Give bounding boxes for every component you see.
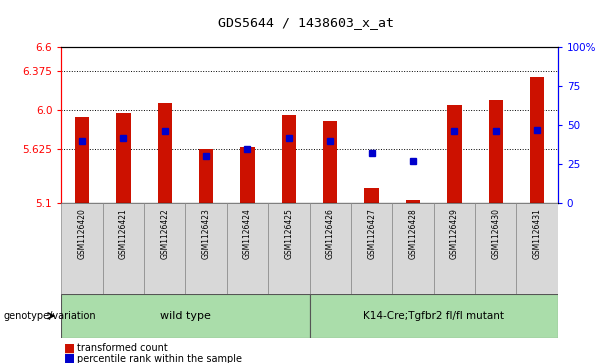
Text: GSM1126423: GSM1126423 [202,208,211,259]
Bar [158,103,172,203]
Text: GSM1126430: GSM1126430 [491,208,500,259]
Bar [351,203,392,294]
Bar [268,203,310,294]
Bar [240,147,255,203]
Text: GSM1126431: GSM1126431 [533,208,542,259]
Bar [323,121,338,203]
Bar [116,113,131,203]
Text: GSM1126424: GSM1126424 [243,208,252,259]
Text: wild type: wild type [160,311,211,321]
Bar [281,115,296,203]
Bar [310,203,351,294]
Text: percentile rank within the sample: percentile rank within the sample [77,354,242,363]
Text: GSM1126428: GSM1126428 [408,208,417,258]
Bar [489,100,503,203]
Text: genotype/variation: genotype/variation [3,311,96,321]
Text: GSM1126422: GSM1126422 [160,208,169,258]
Bar [227,203,268,294]
Text: GSM1126421: GSM1126421 [119,208,128,258]
Bar [61,294,310,338]
Text: ■: ■ [64,352,75,363]
Text: GSM1126420: GSM1126420 [77,208,86,259]
Bar [61,203,103,294]
Bar [475,203,516,294]
Text: ■: ■ [64,342,75,355]
Text: transformed count: transformed count [77,343,167,354]
Text: GSM1126425: GSM1126425 [284,208,294,259]
Text: GDS5644 / 1438603_x_at: GDS5644 / 1438603_x_at [218,16,395,29]
Bar [516,203,558,294]
Bar [103,203,144,294]
Text: GSM1126427: GSM1126427 [367,208,376,259]
Bar [392,203,434,294]
Bar [364,188,379,203]
Bar [75,117,89,203]
Bar [199,149,213,203]
Bar [434,203,475,294]
Text: K14-Cre;Tgfbr2 fl/fl mutant: K14-Cre;Tgfbr2 fl/fl mutant [363,311,504,321]
Bar [186,203,227,294]
Bar [144,203,186,294]
Text: GSM1126429: GSM1126429 [450,208,459,259]
Text: GSM1126426: GSM1126426 [326,208,335,259]
Bar [530,77,544,203]
Bar [310,294,558,338]
Bar [447,106,462,203]
Bar [406,200,421,203]
